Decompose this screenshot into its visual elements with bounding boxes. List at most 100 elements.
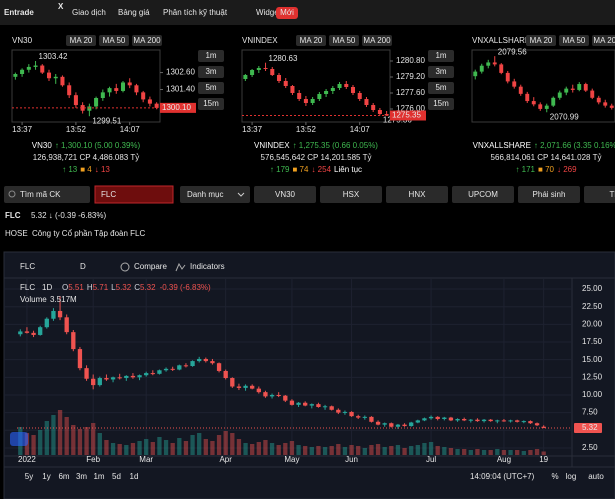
range-button[interactable]: 3m bbox=[76, 472, 87, 481]
ma-button-label[interactable]: MA 50 bbox=[563, 36, 586, 45]
volume-bar bbox=[263, 440, 268, 455]
interval-label[interactable]: 1m bbox=[205, 51, 216, 60]
tab-label[interactable]: HNX bbox=[409, 190, 427, 199]
scale-option[interactable]: auto bbox=[588, 472, 604, 481]
range-button[interactable]: 1d bbox=[130, 472, 139, 481]
interval-label[interactable]: 5m bbox=[435, 83, 446, 92]
legend-ohlc: O5.51 H5.71 L5.32 C5.32 -0.39 (-6.83%) bbox=[62, 283, 211, 292]
scale-option[interactable]: % bbox=[551, 472, 558, 481]
volume-bar bbox=[256, 442, 261, 455]
interval-label[interactable]: 5m bbox=[205, 83, 216, 92]
ma-button[interactable] bbox=[526, 35, 556, 46]
ma-button-label[interactable]: MA 20 bbox=[530, 36, 553, 45]
range-button[interactable]: 6m bbox=[58, 472, 69, 481]
tab[interactable] bbox=[320, 186, 382, 203]
candle-body bbox=[24, 331, 30, 333]
ma-button[interactable] bbox=[132, 35, 162, 46]
tab-label[interactable]: HSX bbox=[343, 190, 360, 199]
interval-button[interactable] bbox=[198, 50, 224, 62]
ma-button-label[interactable]: MA 50 bbox=[333, 36, 356, 45]
ma-button-label[interactable]: MA 200 bbox=[363, 36, 391, 45]
interval-button[interactable] bbox=[428, 98, 454, 110]
toolbar-interval[interactable]: D bbox=[80, 262, 86, 271]
ma-button[interactable] bbox=[66, 35, 96, 46]
candle-body bbox=[38, 327, 43, 335]
toolbar-indicators[interactable]: Indicators bbox=[190, 262, 225, 271]
toolbar-compare[interactable]: Compare bbox=[134, 262, 167, 271]
candle-body bbox=[51, 310, 56, 319]
ma-button-label[interactable]: MA 20 bbox=[70, 36, 93, 45]
range-button[interactable]: 5y bbox=[25, 472, 33, 481]
ma-button-label[interactable]: MA 50 bbox=[103, 36, 126, 45]
y-tick-label: 1302.60 bbox=[166, 68, 195, 77]
nav-item[interactable]: Bảng giá bbox=[118, 8, 150, 17]
nav-item[interactable]: Phân tích kỹ thuật bbox=[163, 8, 228, 17]
interval-label[interactable]: 1m bbox=[435, 51, 446, 60]
ma-button-label[interactable]: MA 20 bbox=[300, 36, 323, 45]
candle-body bbox=[570, 88, 575, 90]
dropdown-label: Danh mục bbox=[187, 190, 223, 199]
interval-button[interactable] bbox=[198, 98, 224, 110]
volume-bar bbox=[309, 447, 314, 455]
toolbar-symbol[interactable]: FLC bbox=[20, 262, 35, 271]
ma-button[interactable] bbox=[99, 35, 129, 46]
candle-body bbox=[250, 70, 255, 75]
interval-label[interactable]: 15m bbox=[203, 99, 219, 108]
interval-button[interactable] bbox=[428, 50, 454, 62]
volume-bar bbox=[369, 445, 374, 455]
ma-button-label[interactable]: MA 200 bbox=[133, 36, 161, 45]
search-box[interactable] bbox=[4, 186, 90, 203]
ma-button-label[interactable]: MA 200 bbox=[593, 36, 615, 45]
dropdown[interactable] bbox=[180, 186, 250, 203]
candle-body bbox=[402, 424, 407, 427]
ma-button[interactable] bbox=[592, 35, 615, 46]
ma-button[interactable] bbox=[362, 35, 392, 46]
candle-body bbox=[269, 394, 275, 397]
interval-button[interactable] bbox=[428, 82, 454, 94]
tab[interactable] bbox=[386, 186, 448, 203]
tab-label[interactable]: Phái sinh bbox=[533, 190, 566, 199]
candle-body bbox=[557, 92, 562, 98]
candle-body bbox=[236, 386, 242, 388]
nav-item[interactable]: Widget bbox=[256, 8, 282, 17]
volume-bar bbox=[144, 439, 149, 455]
volume-bar bbox=[382, 447, 387, 455]
tab[interactable] bbox=[254, 186, 316, 203]
range-button[interactable]: 5d bbox=[112, 472, 121, 481]
scale-option[interactable]: log bbox=[566, 472, 577, 481]
range-button[interactable]: 1y bbox=[42, 472, 50, 481]
volume-bar bbox=[356, 446, 361, 455]
logo-sup: X bbox=[58, 2, 64, 11]
y-tick-label: 22.50 bbox=[582, 302, 603, 311]
tab[interactable] bbox=[452, 186, 514, 203]
tab[interactable] bbox=[584, 186, 615, 203]
interval-label[interactable]: 15m bbox=[433, 99, 449, 108]
ma-button[interactable] bbox=[559, 35, 589, 46]
volume-bar bbox=[349, 445, 354, 455]
volume-bar bbox=[250, 444, 255, 455]
interval-button[interactable] bbox=[198, 82, 224, 94]
nav-item[interactable]: Giao dịch bbox=[72, 8, 106, 17]
candle-body bbox=[170, 368, 175, 370]
interval-button[interactable] bbox=[198, 66, 224, 78]
candle-body bbox=[94, 98, 99, 107]
tab[interactable] bbox=[518, 186, 580, 203]
ma-button[interactable] bbox=[329, 35, 359, 46]
candle-body bbox=[329, 406, 334, 410]
volume-bar bbox=[51, 415, 56, 455]
interval-label[interactable]: 3m bbox=[435, 67, 446, 76]
dropdown-caret bbox=[237, 192, 245, 197]
tab-label[interactable]: UPCOM bbox=[468, 190, 498, 199]
interval-label[interactable]: 3m bbox=[205, 67, 216, 76]
breadth-up: ↑ 13 bbox=[62, 165, 78, 174]
active-tab[interactable] bbox=[94, 185, 174, 204]
y-tick-label: 20.00 bbox=[582, 319, 603, 328]
range-button[interactable]: 1m bbox=[93, 472, 104, 481]
tab-label[interactable]: Thị bbox=[609, 190, 615, 199]
ma-button[interactable] bbox=[296, 35, 326, 46]
candle-body bbox=[157, 370, 162, 374]
tab-label[interactable]: VN30 bbox=[275, 190, 296, 199]
candle-body bbox=[544, 105, 549, 109]
candle-body bbox=[492, 62, 497, 65]
interval-button[interactable] bbox=[428, 66, 454, 78]
